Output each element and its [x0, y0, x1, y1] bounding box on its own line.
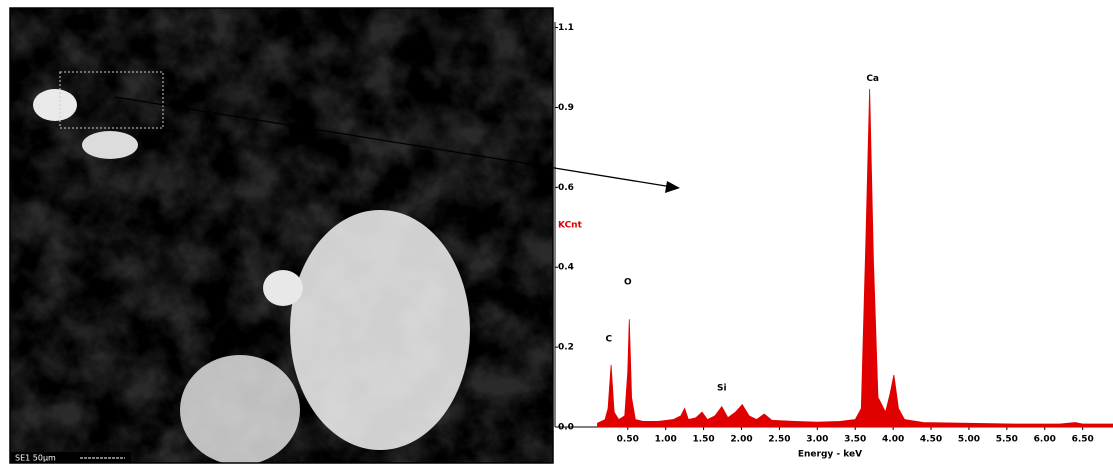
x-tick-label: 5.50 [996, 435, 1018, 445]
x-tick-label: 2.00 [730, 435, 752, 445]
y-tick-label: 1.1 [558, 23, 574, 33]
peak-label: O [624, 278, 632, 288]
x-tick-label: 1.50 [692, 435, 714, 445]
y-tick-label: 0.6 [558, 183, 574, 193]
y-axis-label: KCnt [558, 221, 583, 231]
x-axis-label: Energy - keV [798, 450, 862, 460]
x-tick-label: 2.50 [768, 435, 790, 445]
x-tick-label: 0.50 [617, 435, 639, 445]
peak-label: C [606, 334, 613, 344]
x-tick-label: 6.50 [1072, 435, 1094, 445]
x-tick-label: 6.00 [1034, 435, 1056, 445]
y-tick-label: 0.9 [558, 103, 574, 113]
figure: SE1 50µm Energy - keV KCnt 0.0 0.2 0.4 0.6 0… [0, 0, 1113, 466]
x-tick-label: 5.00 [958, 435, 980, 445]
scale-label: SE1 50µm [15, 454, 56, 463]
y-tick-label: 0.4 [558, 263, 574, 273]
spectrum [597, 89, 1113, 427]
x-tick-label: 3.00 [806, 435, 828, 445]
x-tick-label: 3.50 [844, 435, 866, 445]
y-tick-label: 0.0 [558, 423, 574, 433]
x-tick-label: 1.00 [655, 435, 677, 445]
x-tick-label: 4.00 [882, 435, 904, 445]
y-tick-label: 0.2 [558, 343, 574, 353]
arrow-head [665, 181, 680, 193]
peak-label: Si [717, 383, 727, 393]
x-tick-label: 4.50 [920, 435, 942, 445]
peak-label: Ca [866, 74, 879, 84]
sem-image [10, 8, 553, 465]
